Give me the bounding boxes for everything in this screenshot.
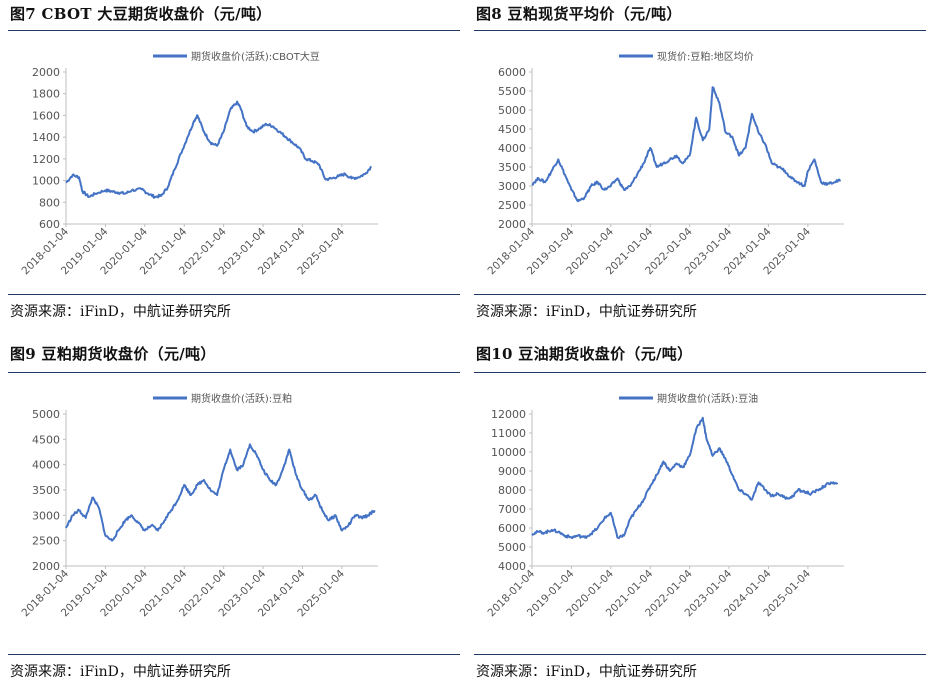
chart-title: 图9 豆粕期货收盘价（元/吨） bbox=[10, 345, 216, 363]
y-tick-label: 6000 bbox=[498, 522, 526, 535]
chart-plot: 4000500060007000800090001000011000120002… bbox=[485, 392, 844, 619]
y-tick-label: 11000 bbox=[491, 427, 526, 440]
y-tick-label: 2000 bbox=[32, 560, 60, 573]
chart-plot: 6008001000120014001600180020002018-01-04… bbox=[19, 50, 378, 277]
y-tick-label: 4500 bbox=[32, 433, 60, 446]
y-tick-label: 3000 bbox=[32, 509, 60, 522]
y-tick-label: 6000 bbox=[498, 66, 526, 79]
panel-meal-fut: 图9 豆粕期货收盘价（元/吨） 2000 2500 3000 3500 4000 4500… bbox=[8, 340, 460, 680]
chart-title: 图10 豆油期货收盘价（元/吨） bbox=[476, 345, 693, 363]
panel-oil-fut: 图10 豆油期货收盘价（元/吨） 4000 5000 6000 7000 8000 900… bbox=[474, 340, 926, 680]
chart-plot: 2000250030003500400045005000550060002018… bbox=[485, 50, 844, 277]
y-tick-label: 600 bbox=[39, 218, 60, 231]
y-tick-label: 1800 bbox=[32, 88, 60, 101]
y-tick-label: 800 bbox=[39, 196, 60, 209]
chart-plot: 20002500300035004000450050002018-01-0420… bbox=[19, 392, 378, 619]
y-tick-label: 2500 bbox=[498, 199, 526, 212]
chart-title: 图7 CBOT 大豆期货收盘价（元/吨） bbox=[10, 5, 272, 23]
y-tick-label: 5000 bbox=[498, 541, 526, 554]
legend-label: 期货收盘价(活跃):豆粕 bbox=[191, 392, 292, 405]
y-tick-label: 4000 bbox=[498, 560, 526, 573]
series-line bbox=[65, 443, 376, 542]
y-tick-label: 5000 bbox=[498, 104, 526, 117]
title-rule bbox=[8, 30, 460, 31]
y-tick-label: 2500 bbox=[32, 535, 60, 548]
panel-cbot: 图7 CBOT 大豆期货收盘价（元/吨） 600 800 1000 1200 1400 1… bbox=[8, 0, 460, 330]
source-note: 资源来源：iFinD，中航证券研究所 bbox=[10, 304, 231, 320]
source-note: 资源来源：iFinD，中航证券研究所 bbox=[476, 304, 697, 320]
y-tick-label: 10000 bbox=[491, 446, 526, 459]
y-tick-label: 4500 bbox=[498, 123, 526, 136]
y-tick-label: 12000 bbox=[491, 408, 526, 421]
source-rule bbox=[8, 294, 460, 295]
y-tick-label: 1400 bbox=[32, 131, 60, 144]
chart-title: 图8 豆粕现货平均价（元/吨） bbox=[476, 5, 682, 23]
title-rule bbox=[8, 372, 460, 373]
y-tick-label: 3000 bbox=[498, 180, 526, 193]
y-tick-label: 4000 bbox=[32, 459, 60, 472]
y-tick-label: 5500 bbox=[498, 85, 526, 98]
y-tick-label: 7000 bbox=[498, 503, 526, 516]
y-tick-label: 5000 bbox=[32, 408, 60, 421]
panel-meal-spot: 图8 豆粕现货平均价（元/吨） 2000 2500 3000 3500 4000 4500… bbox=[474, 0, 926, 330]
y-tick-label: 8000 bbox=[498, 484, 526, 497]
legend-label: 现货价:豆粕:地区均价 bbox=[657, 50, 754, 63]
series-line bbox=[531, 416, 839, 540]
series-line bbox=[531, 86, 842, 203]
legend-label: 期货收盘价(活跃):豆油 bbox=[657, 392, 758, 405]
y-tick-label: 2000 bbox=[32, 66, 60, 79]
source-rule bbox=[474, 294, 926, 295]
y-tick-label: 1000 bbox=[32, 175, 60, 188]
title-rule bbox=[474, 372, 926, 373]
title-rule bbox=[474, 30, 926, 31]
y-tick-label: 3500 bbox=[498, 161, 526, 174]
series-line bbox=[65, 100, 373, 199]
legend-label: 期货收盘价(活跃):CBOT大豆 bbox=[191, 50, 320, 63]
source-rule bbox=[8, 654, 460, 655]
y-tick-label: 2000 bbox=[498, 218, 526, 231]
y-tick-label: 3500 bbox=[32, 484, 60, 497]
y-tick-label: 1200 bbox=[32, 153, 60, 166]
source-rule bbox=[474, 654, 926, 655]
source-note: 资源来源：iFinD，中航证券研究所 bbox=[476, 664, 697, 680]
source-note: 资源来源：iFinD，中航证券研究所 bbox=[10, 664, 231, 680]
y-tick-label: 9000 bbox=[498, 465, 526, 478]
y-tick-label: 1600 bbox=[32, 109, 60, 122]
y-tick-label: 4000 bbox=[498, 142, 526, 155]
